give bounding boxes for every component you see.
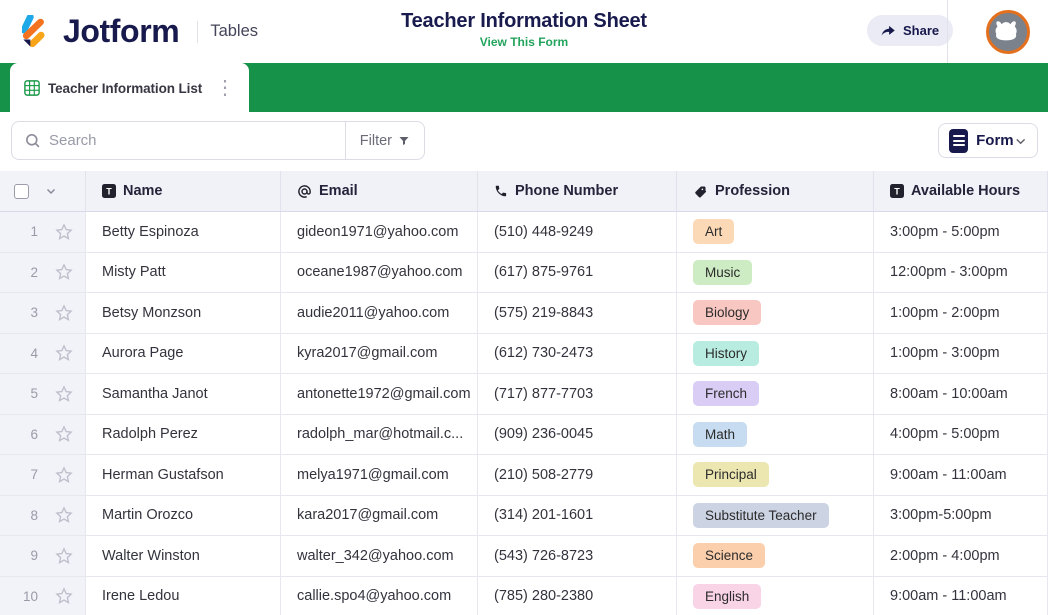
svg-text:T: T [106, 187, 112, 197]
svg-text:T: T [894, 187, 900, 197]
